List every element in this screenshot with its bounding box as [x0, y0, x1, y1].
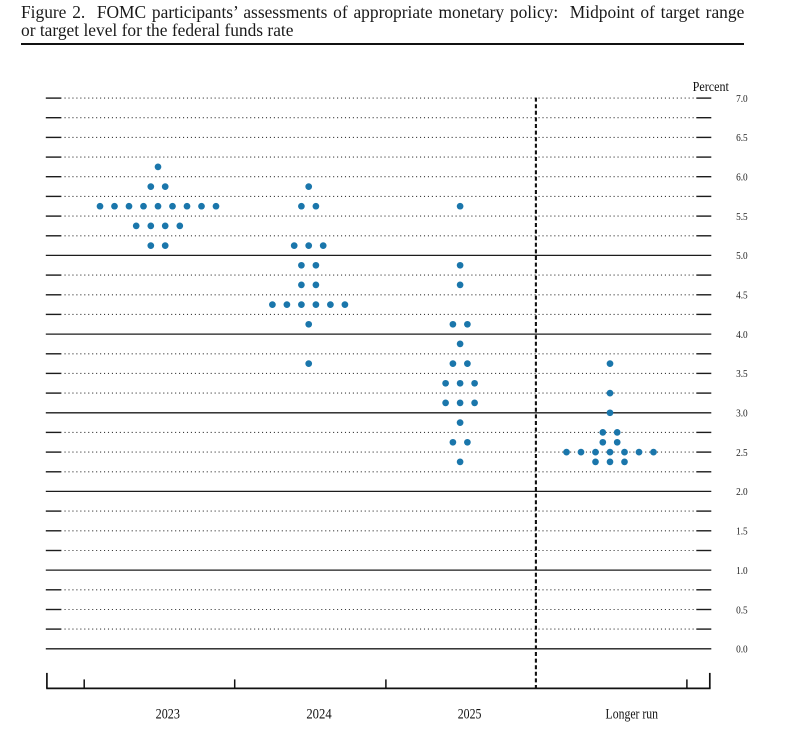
svg-text:2024: 2024 — [306, 707, 332, 723]
svg-text:Percent: Percent — [693, 79, 730, 94]
svg-text:5.5: 5.5 — [736, 211, 748, 223]
svg-text:2023: 2023 — [156, 707, 180, 723]
svg-text:Longer run: Longer run — [606, 707, 659, 723]
svg-text:4.5: 4.5 — [736, 290, 748, 302]
svg-text:6.0: 6.0 — [736, 172, 748, 184]
svg-text:1.0: 1.0 — [736, 565, 748, 577]
svg-text:7.0: 7.0 — [736, 93, 748, 105]
svg-text:2.0: 2.0 — [736, 486, 748, 498]
svg-text:5.0: 5.0 — [736, 250, 748, 262]
svg-text:1.5: 1.5 — [736, 526, 748, 538]
svg-text:3.5: 3.5 — [736, 368, 748, 380]
svg-text:0.0: 0.0 — [736, 644, 748, 656]
svg-text:3.0: 3.0 — [736, 408, 748, 420]
svg-text:0.5: 0.5 — [736, 604, 748, 616]
svg-text:2025: 2025 — [458, 707, 482, 723]
svg-text:6.5: 6.5 — [736, 132, 748, 144]
svg-text:2.5: 2.5 — [736, 447, 748, 459]
svg-text:4.0: 4.0 — [736, 329, 748, 341]
